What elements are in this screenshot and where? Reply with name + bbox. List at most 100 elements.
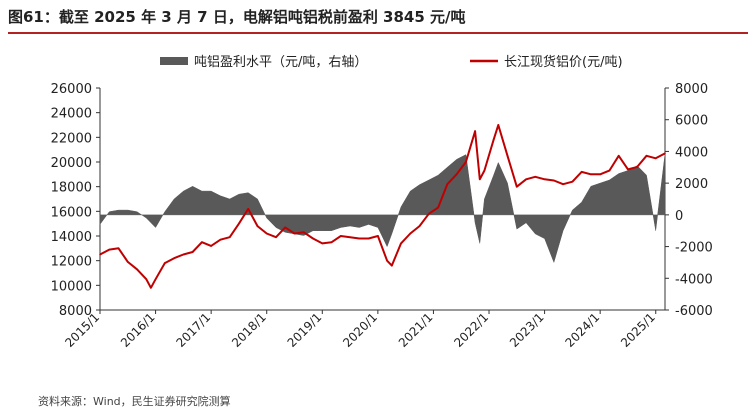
right-tick-label: 4000 [675, 145, 708, 160]
x-tick-label: 2016/1 [118, 310, 158, 350]
title-rule [8, 32, 748, 34]
price-point [483, 169, 486, 172]
left-tick-label: 22000 [51, 131, 92, 146]
right-tick-label: -2000 [675, 241, 713, 256]
x-tick-label: 2018/1 [229, 310, 269, 350]
price-point [150, 287, 152, 289]
profit-area [99, 153, 666, 264]
price-point [516, 185, 518, 188]
price-point [321, 242, 324, 245]
x-tick-label: 2023/1 [507, 310, 547, 350]
price-point [391, 264, 393, 267]
left-tick-label: 20000 [51, 156, 92, 171]
price-point [409, 232, 412, 235]
left-tick-label: 14000 [51, 230, 92, 245]
price-point [553, 179, 555, 182]
price-point [571, 180, 574, 183]
right-tick-label: 8000 [675, 82, 708, 97]
figure-title: 图61：截至 2025 年 3 月 7 日，电解铝吨铝税前盈利 3845 元/吨 [8, 8, 466, 26]
price-point [145, 278, 148, 281]
price-point [164, 262, 166, 264]
legend-swatch-profit [160, 57, 188, 65]
price-point [99, 253, 101, 256]
x-tick-label: 2022/1 [451, 310, 491, 350]
source-note: 资料来源：Wind，民生证券研究院测算 [38, 395, 231, 408]
price-point [219, 238, 222, 241]
price-point [627, 168, 629, 171]
price-point [358, 237, 361, 240]
x-tick-label: 2024/1 [563, 310, 603, 350]
price-point [367, 237, 370, 240]
price-point [136, 268, 138, 271]
price-point [654, 157, 657, 160]
price-point [247, 208, 249, 210]
price-point [340, 235, 342, 237]
price-point [284, 226, 287, 229]
price-point [455, 173, 458, 176]
right-tick-label: 0 [675, 209, 683, 224]
x-tick-label: 2021/1 [396, 310, 436, 350]
left-tick-label: 26000 [51, 82, 92, 97]
x-tick-label: 2017/1 [174, 310, 214, 350]
price-point [349, 236, 351, 238]
price-point [228, 236, 231, 238]
price-point [256, 225, 259, 227]
price-point [562, 183, 564, 185]
right-tick-label: 6000 [675, 114, 708, 129]
price-point [210, 245, 212, 247]
price-point [497, 124, 500, 126]
left-tick-label: 24000 [51, 107, 92, 122]
price-point [446, 183, 449, 185]
price-point [525, 178, 527, 181]
price-point [617, 155, 620, 157]
price-point [312, 237, 314, 240]
right-tick-label: -6000 [675, 304, 713, 319]
left-tick-label: 8000 [59, 304, 92, 319]
price-line-layer [99, 124, 666, 289]
price-point [492, 139, 495, 141]
price-point [599, 173, 601, 176]
price-point [400, 242, 402, 245]
price-point [154, 278, 157, 281]
profit-area-layer [99, 153, 666, 264]
price-point [590, 173, 592, 176]
price-point [386, 259, 388, 262]
left-tick-label: 10000 [51, 279, 92, 294]
price-point [543, 178, 546, 181]
price-point [580, 171, 583, 173]
price-point [608, 169, 611, 172]
price-point [645, 155, 648, 157]
price-point [506, 155, 509, 157]
x-tick-label: 2025/1 [618, 310, 658, 350]
left-tick-label: 12000 [51, 255, 92, 270]
left-tick-label: 16000 [51, 205, 92, 220]
price-point [437, 206, 439, 209]
price-point [265, 232, 268, 235]
price-point [173, 257, 175, 260]
price-point [238, 222, 240, 225]
price-point [664, 152, 666, 155]
legend: 吨铝盈利水平（元/吨，右轴） 长江现货铝价(元/吨) [160, 54, 623, 70]
right-tick-label: 2000 [675, 177, 708, 192]
legend-label-price: 长江现货铝价(元/吨) [504, 54, 623, 70]
price-point [636, 166, 638, 168]
price-point [191, 251, 194, 253]
price-point [117, 247, 120, 250]
price-point [293, 232, 296, 235]
price-point [465, 161, 467, 163]
price-point [182, 253, 185, 256]
price-point [330, 241, 333, 243]
price-point [418, 225, 421, 227]
x-tick-label: 2020/1 [340, 310, 380, 350]
price-point [474, 130, 476, 132]
price-point [377, 235, 379, 237]
price-point [428, 213, 430, 215]
price-point [534, 176, 537, 178]
price-point [108, 248, 111, 251]
price-point [201, 241, 203, 243]
x-tick-label: 2019/1 [285, 310, 325, 350]
right-tick-label: -4000 [675, 272, 713, 287]
price-point [303, 231, 305, 234]
price-point [127, 261, 129, 263]
